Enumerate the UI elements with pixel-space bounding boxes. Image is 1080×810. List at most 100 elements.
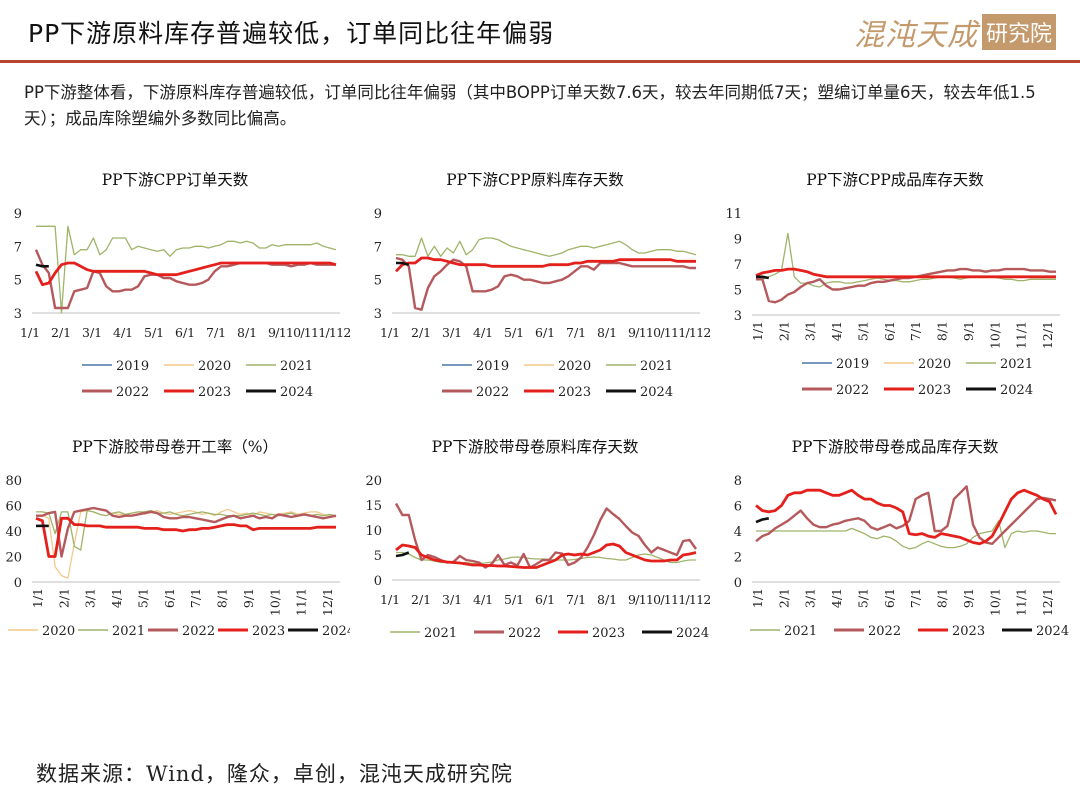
- legend-label: 2023: [592, 626, 625, 641]
- brand-box: 研究院: [981, 14, 1056, 50]
- x-tick-label: 2/1: [56, 588, 71, 608]
- y-tick-label: 5: [734, 284, 742, 299]
- series-line-2023: [34, 261, 337, 287]
- x-tick-label: 7/1: [908, 321, 923, 341]
- x-tick-label: 7/1: [566, 592, 586, 607]
- y-tick-label: 3: [734, 309, 742, 324]
- chart-svg: PP下游CPP订单天数 3 5 7 9 1/1 2/1 3/1 4/1 5/1 6/1 7/1 8/1 9…: [14, 171, 350, 400]
- x-tick-label: 8/1: [935, 321, 950, 341]
- series-line-2024: [396, 261, 410, 266]
- series-line-2021: [36, 225, 337, 314]
- series-line-2022: [34, 249, 336, 310]
- x-tick-label: 6/1: [162, 588, 177, 608]
- legend-label: 2021: [112, 624, 145, 639]
- chart-cpp-orders: PP下游CPP订单天数 3 5 7 9 1/1 2/1 3/1 4/1 5/1 6/1 7/1 8/1 9…: [0, 165, 350, 410]
- series-line-2022: [394, 502, 697, 569]
- x-tick-label: 6/1: [882, 588, 897, 608]
- chart-title: PP下游胶带母卷开工率（%）: [72, 438, 278, 456]
- x-tick-label: 5/1: [135, 588, 150, 608]
- series-line-2022: [395, 256, 696, 311]
- legend-label: 2023: [252, 624, 285, 639]
- legend-label: 2020: [42, 624, 75, 639]
- x-tick-label: 6/1: [535, 592, 555, 607]
- legend-label: 2021: [424, 626, 457, 641]
- x-tick-label: 3/1: [82, 325, 102, 340]
- x-tick-label: 9/110/111/112/1: [628, 325, 710, 340]
- chart-title: PP下游CPP成品库存天数: [806, 171, 984, 189]
- x-tick-label: 7/1: [206, 325, 226, 340]
- chart-tape-utilization: PP下游胶带母卷开工率（%） 0 20 40 60 80 1/1 2/1 3/1 4/1 5/1 6/…: [0, 432, 350, 677]
- x-tick-label: 3/1: [803, 321, 818, 341]
- y-tick-label: 7: [374, 240, 382, 255]
- x-tick-label: 11/1: [1014, 588, 1029, 616]
- x-tick-label: 8/1: [935, 588, 950, 608]
- x-tick-label: 12/1: [1040, 321, 1055, 349]
- legend-label: 2023: [952, 624, 985, 639]
- x-tick-label: 9/1: [961, 588, 976, 608]
- x-tick-label: 8/1: [237, 325, 257, 340]
- legend-label: 2021: [1000, 357, 1033, 372]
- source-note: 数据来源：Wind，隆众，卓创，混沌天成研究院: [36, 762, 513, 786]
- x-tick-label: 8/1: [597, 325, 617, 340]
- x-tick-label: 1/1: [750, 588, 765, 608]
- legend-label: 2024: [676, 626, 709, 641]
- y-tick-label: 80: [5, 474, 22, 489]
- legend-label: 2022: [868, 624, 901, 639]
- y-tick-label: 5: [374, 549, 382, 564]
- legend-label: 2022: [182, 624, 215, 639]
- series-line-2024: [35, 263, 49, 268]
- series-line-2024: [756, 275, 770, 280]
- header: PP下游原料库存普遍较低，订单同比往年偏弱 混沌天成 研究院: [0, 0, 1080, 62]
- legend-label: 2023: [558, 385, 591, 400]
- series-line-2023: [755, 267, 1056, 279]
- x-tick-label: 10/1: [987, 588, 1002, 616]
- y-tick-label: 6: [734, 500, 742, 515]
- chart-title: PP下游胶带母卷原料库存天数: [432, 438, 639, 456]
- chart-svg: PP下游胶带母卷原料库存天数 0 5 10 15 20 1/1 2/1 3/1 4/1 5/1 6/1…: [365, 438, 710, 641]
- x-tick-label: 2/1: [51, 325, 71, 340]
- y-tick-label: 0: [14, 576, 22, 591]
- x-tick-label: 3/1: [442, 325, 462, 340]
- legend-label: 2021: [784, 624, 817, 639]
- legend-label: 2023: [198, 385, 231, 400]
- legend-label: 2024: [640, 385, 673, 400]
- x-tick-label: 7/1: [908, 588, 923, 608]
- x-tick-label: 5/1: [144, 325, 164, 340]
- y-tick-label: 15: [365, 499, 382, 514]
- legend-label: 2019: [836, 357, 869, 372]
- legend-label: 2020: [558, 359, 591, 374]
- chart-cpp-raw-inventory: PP下游CPP原料库存天数 3 5 7 9 1/1 2/1 3/1 4/1 5/1 6/1 7/1 8/…: [360, 165, 710, 410]
- x-tick-label: 3/1: [803, 588, 818, 608]
- chart-svg: PP下游胶带母卷成品库存天数 0 2 4 6 8 1/1 2/1 3/1 4/1 5/1 6/1 7/1…: [734, 438, 1069, 639]
- series-line-2023: [395, 542, 697, 569]
- legend-label: 2021: [640, 359, 673, 374]
- y-tick-label: 3: [14, 307, 22, 322]
- legend-label: 2019: [476, 359, 509, 374]
- x-tick-label: 9/1: [241, 588, 256, 608]
- y-tick-label: 0: [374, 574, 382, 589]
- legend-label: 2022: [116, 385, 149, 400]
- legend-label: 2024: [1000, 383, 1033, 398]
- y-tick-label: 2: [734, 551, 742, 566]
- y-tick-label: 9: [14, 207, 22, 222]
- x-tick-label: 10/1: [987, 321, 1002, 349]
- y-tick-label: 9: [734, 233, 742, 248]
- series-line-2022: [36, 506, 337, 558]
- y-tick-label: 5: [14, 274, 22, 289]
- brand-name: 混沌天成: [853, 18, 978, 53]
- chart-title: PP下游CPP原料库存天数: [446, 171, 624, 189]
- series-line-2023: [394, 256, 696, 273]
- legend-label: 2021: [280, 359, 313, 374]
- series-line-2021: [396, 237, 697, 257]
- y-tick-label: 3: [374, 307, 382, 322]
- x-tick-label: 1/1: [380, 592, 400, 607]
- y-tick-label: 9: [374, 207, 382, 222]
- chart-title: PP下游胶带母卷成品库存天数: [792, 438, 999, 456]
- x-tick-label: 5/1: [504, 325, 524, 340]
- chart-svg: PP下游胶带母卷开工率（%） 0 20 40 60 80 1/1 2/1 3/1 4/1 5/1 6/…: [5, 438, 350, 639]
- x-tick-label: 2/1: [411, 592, 431, 607]
- y-tick-label: 40: [5, 525, 22, 540]
- chart-title: PP下游CPP订单天数: [102, 171, 249, 189]
- x-tick-label: 3/1: [83, 588, 98, 608]
- header-divider: [0, 60, 1080, 63]
